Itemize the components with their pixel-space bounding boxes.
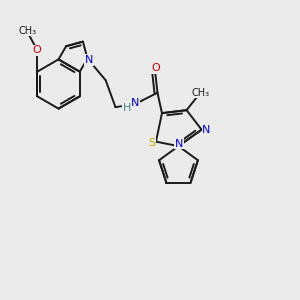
Text: S: S (148, 137, 155, 148)
Text: CH₃: CH₃ (191, 88, 209, 98)
Text: N: N (175, 139, 183, 149)
Text: O: O (33, 45, 42, 55)
Text: N: N (85, 55, 93, 65)
Text: N: N (202, 124, 211, 135)
Text: O: O (151, 63, 160, 73)
Text: H: H (122, 103, 131, 113)
Text: N: N (131, 98, 139, 108)
Text: CH₃: CH₃ (18, 26, 36, 36)
